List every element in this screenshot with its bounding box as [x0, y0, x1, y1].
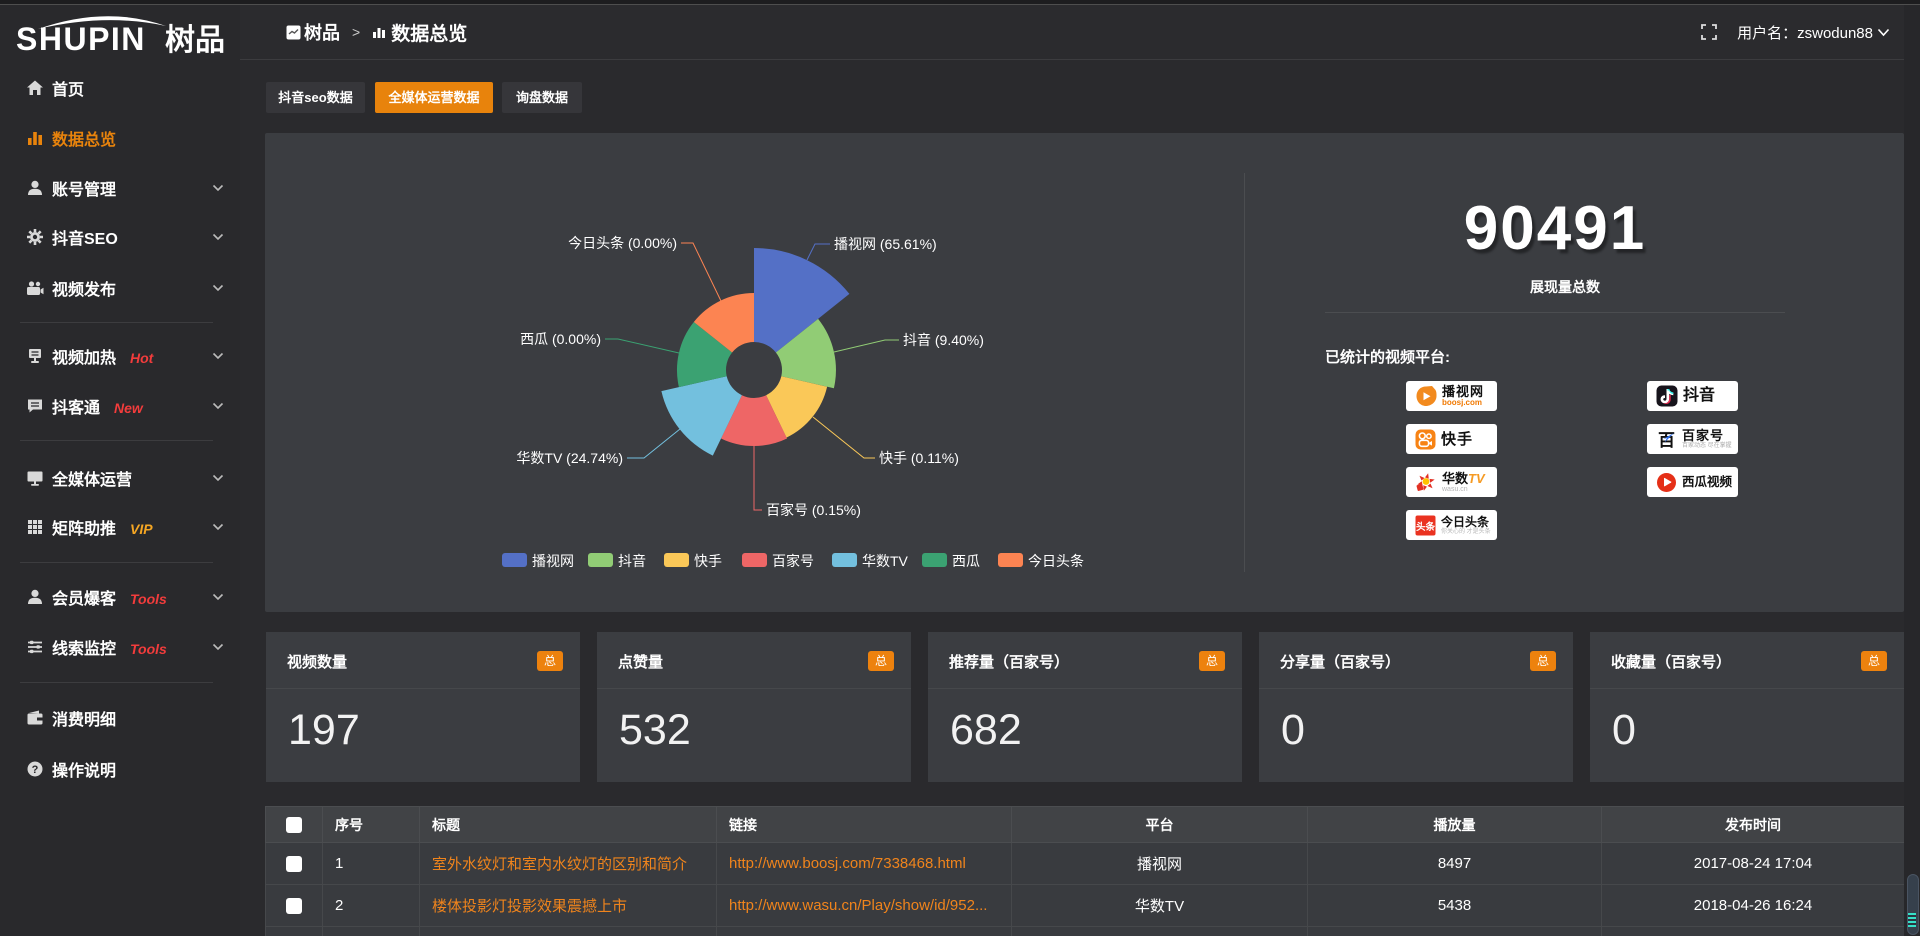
svg-text:华数TV: 华数TV: [862, 553, 909, 569]
svg-text:抖音 (9.40%): 抖音 (9.40%): [903, 332, 984, 348]
svg-text:播视网 (65.61%): 播视网 (65.61%): [834, 236, 937, 252]
svg-text:?: ?: [32, 764, 39, 776]
svg-text:西瓜: 西瓜: [952, 553, 980, 569]
svg-text:树品: 树品: [165, 24, 225, 57]
svg-text:百家号 (0.15%): 百家号 (0.15%): [766, 502, 861, 518]
svg-text:今日头条 (0.00%): 今日头条 (0.00%): [568, 235, 677, 251]
svg-text:SHUPIN: SHUPIN: [16, 21, 146, 57]
svg-text:头条: 头条: [1416, 521, 1436, 533]
svg-text:华数TV (24.74%): 华数TV (24.74%): [516, 450, 623, 466]
svg-text:今日头条: 今日头条: [1028, 553, 1084, 569]
svg-text:播视网: 播视网: [532, 553, 574, 569]
svg-text:抖音: 抖音: [618, 553, 646, 569]
svg-text:百家号: 百家号: [772, 553, 814, 569]
svg-text:西瓜 (0.00%): 西瓜 (0.00%): [520, 331, 601, 347]
svg-text:快手: 快手: [694, 553, 722, 569]
svg-text:快手 (0.11%): 快手 (0.11%): [879, 450, 959, 466]
